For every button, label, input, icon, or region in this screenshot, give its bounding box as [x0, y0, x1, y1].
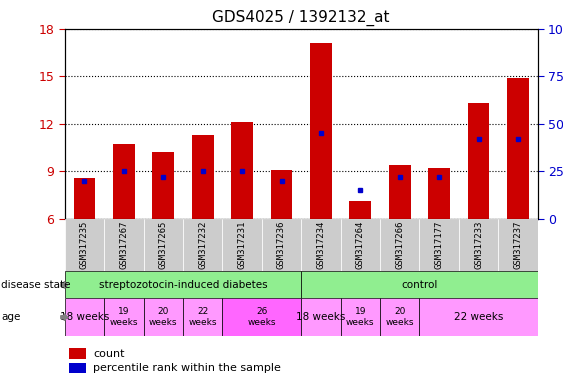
Bar [144, 219, 183, 271]
Text: 20
weeks: 20 weeks [386, 308, 414, 327]
Text: streptozotocin-induced diabetes: streptozotocin-induced diabetes [99, 280, 267, 290]
Bar [144, 298, 183, 336]
Text: disease state: disease state [1, 280, 70, 290]
Bar [69, 363, 86, 373]
Text: GSM317237: GSM317237 [513, 221, 522, 269]
Text: GSM317236: GSM317236 [277, 221, 286, 269]
Bar [65, 271, 301, 298]
Text: 22
weeks: 22 weeks [189, 308, 217, 327]
Text: GSM317232: GSM317232 [198, 221, 207, 269]
Bar [74, 178, 95, 219]
Bar [428, 168, 450, 219]
Bar [104, 219, 144, 271]
Text: GSM317235: GSM317235 [80, 221, 89, 269]
Bar [69, 349, 86, 359]
Text: 26
weeks: 26 weeks [248, 308, 276, 327]
Bar [380, 219, 419, 271]
Bar [113, 144, 135, 219]
Bar [301, 271, 538, 298]
Bar [222, 219, 262, 271]
Title: GDS4025 / 1392132_at: GDS4025 / 1392132_at [212, 10, 390, 26]
Text: GSM317265: GSM317265 [159, 221, 168, 269]
Text: GSM317267: GSM317267 [119, 221, 128, 269]
Text: 20
weeks: 20 weeks [149, 308, 177, 327]
Bar [389, 165, 410, 219]
Bar [468, 103, 489, 219]
Bar [507, 78, 529, 219]
Text: control: control [401, 280, 437, 290]
Text: GSM317264: GSM317264 [356, 221, 365, 269]
Text: percentile rank within the sample: percentile rank within the sample [93, 363, 281, 373]
Bar [498, 219, 538, 271]
Bar [301, 298, 341, 336]
Bar [341, 298, 380, 336]
Text: GSM317177: GSM317177 [435, 221, 444, 269]
Text: count: count [93, 349, 124, 359]
Text: GSM317233: GSM317233 [474, 221, 483, 269]
Bar [301, 219, 341, 271]
Bar [65, 219, 104, 271]
Bar [380, 298, 419, 336]
Text: GSM317266: GSM317266 [395, 221, 404, 269]
Bar [271, 170, 292, 219]
Bar [183, 219, 222, 271]
Bar [192, 135, 213, 219]
Text: age: age [1, 312, 20, 322]
Bar [222, 298, 301, 336]
Bar [350, 202, 371, 219]
Bar [459, 219, 498, 271]
Text: 18 weeks: 18 weeks [60, 312, 109, 322]
Bar [310, 43, 332, 219]
Bar [153, 152, 174, 219]
Text: 22 weeks: 22 weeks [454, 312, 503, 322]
Text: 18 weeks: 18 weeks [296, 312, 346, 322]
Text: 19
weeks: 19 weeks [346, 308, 374, 327]
Bar [183, 298, 222, 336]
Bar [419, 219, 459, 271]
Bar [104, 298, 144, 336]
Text: GSM317231: GSM317231 [238, 221, 247, 269]
Bar [262, 219, 301, 271]
Text: GSM317234: GSM317234 [316, 221, 325, 269]
Bar [341, 219, 380, 271]
Text: 19
weeks: 19 weeks [110, 308, 138, 327]
Bar [65, 298, 104, 336]
Bar [419, 298, 538, 336]
Bar [231, 122, 253, 219]
